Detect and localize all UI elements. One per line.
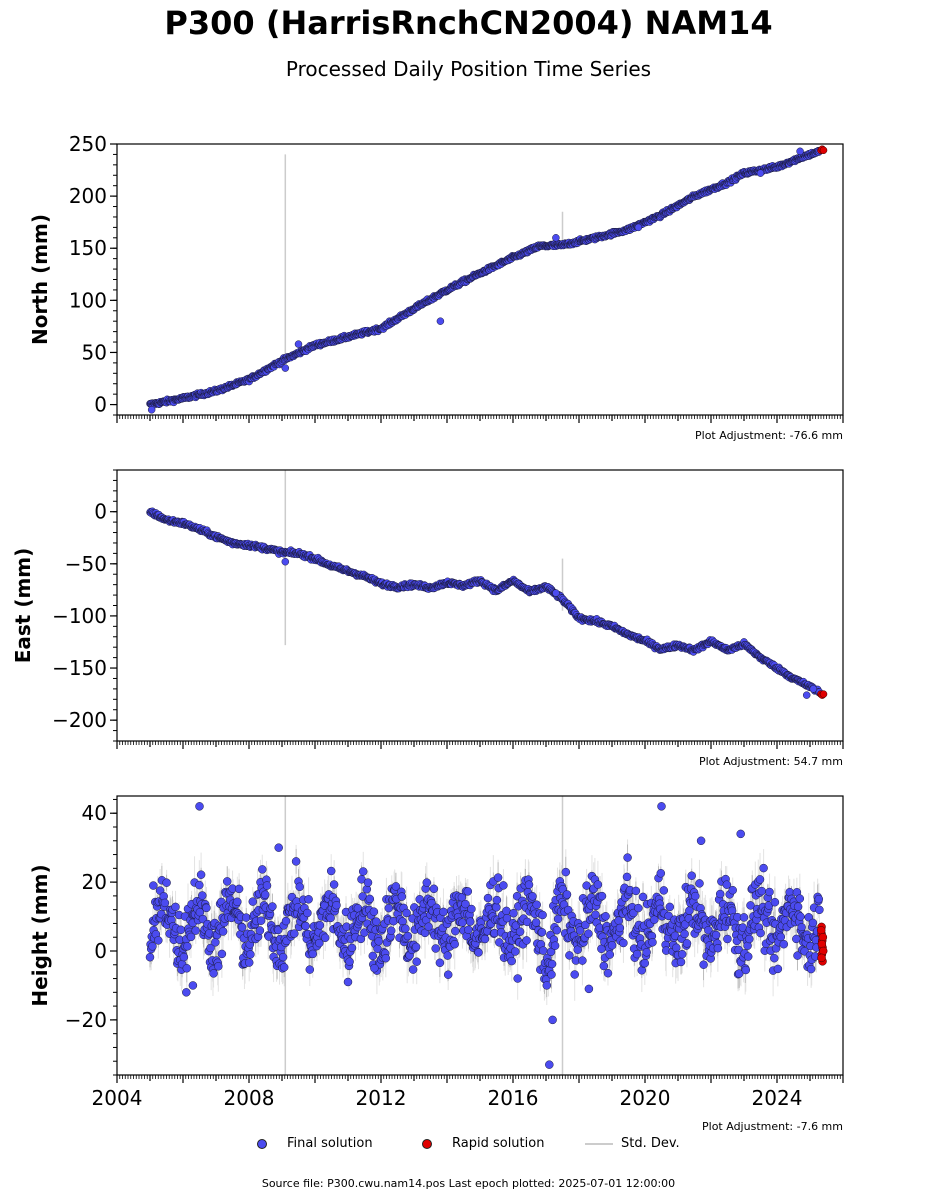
y-tick-label: 0: [94, 500, 107, 524]
final-solution-points: [146, 146, 824, 414]
final-solution-points: [146, 507, 824, 699]
figure-title: P300 (HarrisRnchCN2004) NAM14: [164, 4, 773, 42]
y-tick-label: −100: [52, 604, 107, 628]
plot-adjustment-label: Plot Adjustment: -76.6 mm: [695, 429, 843, 442]
y-tick-label: −50: [65, 552, 107, 576]
plot-area: [145, 796, 828, 1075]
final-solution-point: [756, 169, 765, 177]
rapid-solution-point: [819, 146, 828, 155]
rapid-solution-points: [817, 145, 828, 155]
final-solution-point: [809, 685, 818, 693]
final-solution-point: [436, 317, 445, 325]
panel-1: 0 50 100 150 200 250 North (mm) Plot Adjustment…: [28, 132, 844, 442]
final-solution-point: [634, 223, 643, 232]
panel-frame: [116, 469, 844, 742]
y-tick-label: 100: [69, 288, 107, 312]
final-solution-point: [552, 589, 560, 597]
y-tick-label: 0: [94, 393, 107, 417]
plot-area: [146, 145, 828, 414]
y-tick-label: 250: [69, 132, 107, 156]
final-solution-point: [796, 147, 804, 156]
y-tick-label: −150: [52, 656, 107, 680]
final-solution-point: [552, 234, 560, 242]
final-solution-point: [294, 340, 303, 348]
plot-area: [146, 470, 828, 699]
rapid-solution-point: [819, 690, 828, 698]
final-solution-point: [147, 406, 156, 414]
figure-subtitle: Processed Daily Position Time Series: [285, 57, 652, 81]
rapid-solution-points: [817, 690, 828, 699]
y-tick-label: −200: [52, 708, 107, 732]
final-solution-point: [281, 557, 290, 566]
y-tick-label: 50: [82, 340, 107, 364]
y-tick-label: 200: [69, 184, 107, 208]
final-solution-point: [281, 364, 290, 372]
y-axis-label: North (mm): [28, 214, 52, 345]
plot-adjustment-label: Plot Adjustment: 54.7 mm: [699, 755, 843, 768]
y-axis-label: East (mm): [11, 548, 35, 664]
final-solution-point: [802, 691, 811, 699]
panel-2: −200 −150 −100 −50 0 East (mm) Plot Adjustment…: [11, 469, 844, 768]
y-tick-label: 150: [69, 236, 107, 260]
std-dev-bars: [149, 510, 819, 694]
